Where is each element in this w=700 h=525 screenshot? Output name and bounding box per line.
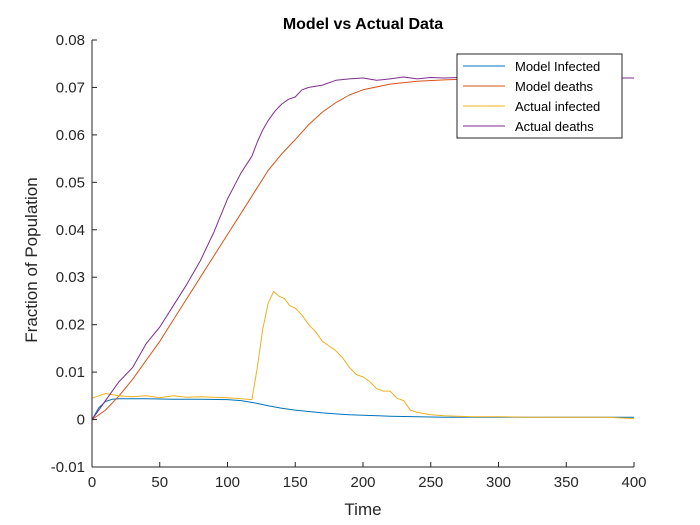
x-tick-label: 0: [88, 474, 96, 491]
series-line-model-infected: [91, 398, 634, 420]
y-tick-label: 0.08: [56, 32, 85, 49]
series-line-actual-deaths: [91, 76, 634, 420]
y-tick-label: 0: [77, 412, 85, 429]
x-tick-label: 350: [554, 474, 579, 491]
x-tick-label: 150: [283, 474, 308, 491]
y-tick-label: 0.04: [56, 222, 85, 239]
x-axis-label: Time: [344, 500, 381, 519]
series-line-actual-infected: [91, 291, 635, 420]
chart-title: Model vs Actual Data: [283, 16, 443, 33]
y-tick-label: -0.01: [51, 459, 85, 476]
legend-label: Model deaths: [515, 79, 594, 94]
x-tick-label: 100: [215, 474, 240, 491]
legend-label: Actual infected: [515, 99, 600, 114]
x-tick-label: 400: [621, 474, 646, 491]
y-tick-label: 0.02: [56, 317, 85, 334]
legend-box: [456, 53, 623, 139]
y-tick-label: 0.01: [56, 364, 85, 381]
y-tick-label: 0.05: [56, 174, 85, 191]
x-tick-label: 50: [151, 474, 168, 491]
legend-label: Model Infected: [515, 59, 600, 74]
x-tick-label: 200: [350, 474, 375, 491]
y-axis-label: Fraction of Population: [22, 177, 41, 342]
axes: 0 50 100 150 200 250 300 350 400-0.0100.010.020.…: [51, 32, 647, 491]
y-tick-label: 0.07: [56, 79, 85, 96]
x-tick-label: 300: [486, 474, 511, 491]
x-tick-label: 250: [418, 474, 443, 491]
y-tick-label: 0.03: [56, 269, 85, 286]
y-tick-label: 0.06: [56, 127, 85, 144]
legend: Model Infected Model deaths Actual infecte…: [456, 53, 623, 139]
legend-label: Actual deaths: [515, 119, 594, 134]
